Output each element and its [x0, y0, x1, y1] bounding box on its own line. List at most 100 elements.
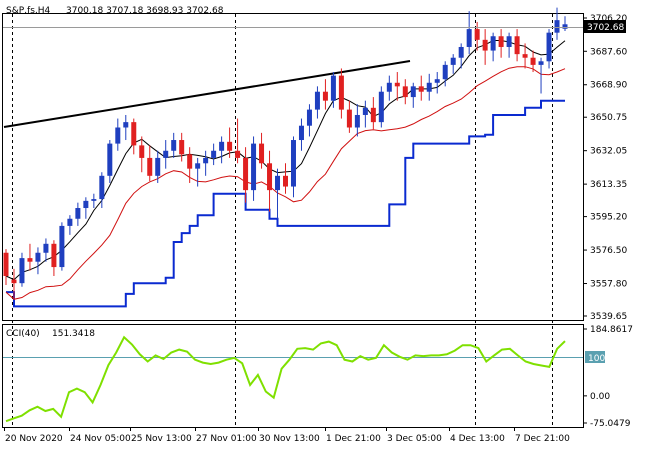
price-tick-label: 3650.75: [590, 113, 627, 123]
candle-body: [346, 109, 352, 128]
candle-body: [458, 46, 464, 58]
candle-body: [227, 141, 233, 151]
candle-body: [322, 91, 328, 101]
candle-body: [330, 75, 336, 101]
candle-body: [386, 82, 392, 92]
candle-body: [147, 157, 153, 176]
cci-line: [5, 335, 566, 423]
cci-tick-label: -75.0479: [590, 419, 631, 429]
time-tick-label: 30 Nov 13:00: [259, 434, 320, 444]
candle-body: [251, 143, 257, 191]
candle-body: [298, 125, 304, 141]
cci-tick-label: 0.00: [590, 392, 610, 402]
candle-body: [267, 163, 273, 191]
candle-body: [75, 208, 81, 219]
price-axis: 3706.20 3687.60 3668.90 3650.75 3632.05 3613.…: [583, 14, 627, 322]
price-tick-label: 3539.65: [590, 312, 627, 322]
candle-body: [19, 258, 25, 284]
candle-body: [546, 32, 552, 62]
candle-body: [306, 109, 312, 126]
candle-body: [11, 279, 17, 284]
candle-body: [338, 75, 344, 110]
last-price-badge: 3702.68: [587, 23, 624, 33]
candle-body: [522, 54, 528, 58]
candle-body: [354, 114, 360, 128]
candle-body: [283, 175, 288, 187]
candle-body: [243, 157, 249, 191]
time-tick-label: 27 Nov 01:00: [196, 434, 257, 444]
cci-series: [5, 335, 566, 423]
candle-body: [394, 82, 400, 87]
price-panel-frame: [2, 13, 584, 321]
candle-body: [362, 107, 368, 115]
candle-body: [3, 252, 9, 277]
candle-body: [474, 29, 480, 40]
candle-body: [35, 252, 41, 262]
candle-body: [426, 82, 432, 92]
candle-body: [290, 140, 296, 187]
candle-body: [514, 36, 520, 55]
candle-body: [219, 141, 225, 151]
candle-body: [506, 36, 512, 47]
candle-body: [402, 86, 408, 98]
ohlc-readout: 3700.18 3707.18 3698.93 3702.68: [66, 6, 224, 16]
time-tick-label: 4 Dec 13:00: [450, 434, 505, 444]
price-tick-label: 3706.20: [590, 14, 627, 24]
candle-body: [410, 86, 416, 98]
candle-body: [51, 243, 57, 268]
candle-body: [314, 91, 320, 110]
candle-body: [235, 150, 241, 158]
time-tick-label: 3 Dec 05:00: [387, 434, 442, 444]
cci-panel-frame: [2, 324, 584, 428]
lower-ma-line: [5, 66, 566, 300]
candle-body: [123, 122, 129, 128]
candle-body: [450, 57, 456, 65]
candle-body: [562, 24, 568, 29]
candle-body: [482, 39, 488, 51]
trendline: [3, 60, 411, 128]
cci-value: 151.3418: [52, 329, 95, 339]
price-tick-label: 3632.05: [590, 147, 627, 157]
candle-body: [259, 143, 265, 164]
candle-body: [99, 175, 105, 200]
candle-body: [195, 163, 201, 169]
cci-level-badge-box: [585, 351, 605, 363]
stop-line: [6, 99, 565, 308]
candle-body: [554, 20, 560, 33]
candle-body: [67, 218, 73, 226]
candle-body: [275, 175, 281, 191]
price-tick-label: 3613.35: [590, 180, 627, 190]
candle-body: [370, 107, 376, 123]
time-tick-label: 1 Dec 21:00: [326, 434, 381, 444]
candle-body: [211, 150, 217, 158]
stop-line-group: [6, 99, 565, 308]
cci-level-badge: 100: [588, 354, 605, 364]
candle-body: [43, 243, 49, 253]
candle-body: [107, 143, 113, 176]
candle-body: [155, 157, 161, 176]
candle-body: [378, 91, 384, 123]
cci-axis: 184.8617 0.00 -75.0479: [583, 325, 633, 429]
candle-body: [59, 225, 65, 268]
candle-body: [442, 64, 448, 80]
candle-body: [538, 61, 544, 65]
cci-tick-label: 184.8617: [590, 325, 633, 335]
candle-body: [163, 150, 169, 158]
last-price-badge-box: [584, 20, 626, 33]
price-tick-label: 3668.90: [590, 81, 627, 91]
candle-body: [530, 57, 536, 65]
candle-body: [179, 140, 185, 155]
time-tick-label: 7 Dec 21:00: [515, 434, 570, 444]
candle-body: [91, 199, 97, 201]
candle-body: [139, 145, 145, 158]
time-tick-label: 20 Nov 2020: [5, 434, 63, 444]
candle-body: [131, 122, 137, 146]
time-tick-label: 24 Nov 05:00: [70, 434, 131, 444]
candle-body: [498, 36, 504, 47]
time-axis: 20 Nov 2020 24 Nov 05:00 25 Nov 13:00 27 No…: [4, 427, 570, 444]
candle-body: [434, 79, 440, 83]
candle-body: [418, 86, 424, 92]
candle-body: [27, 258, 33, 262]
